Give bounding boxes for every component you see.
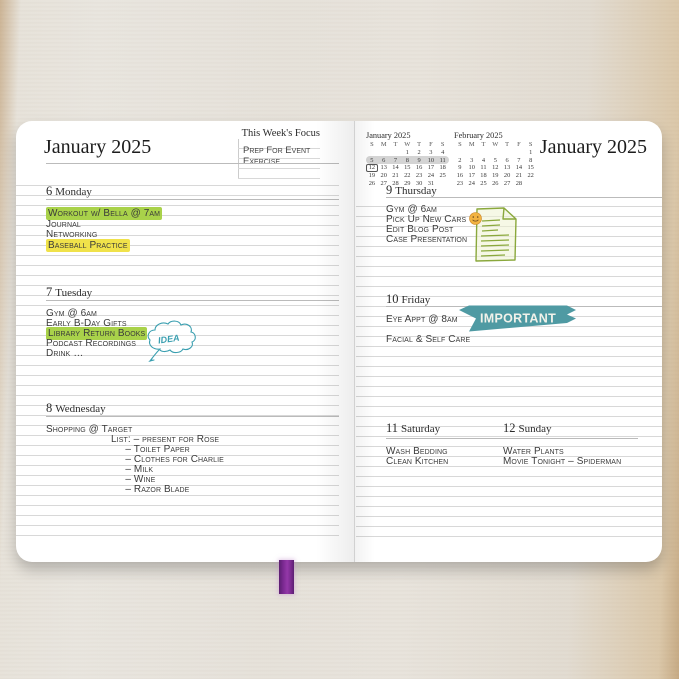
svg-text:IMPORTANT: IMPORTANT <box>480 312 556 326</box>
